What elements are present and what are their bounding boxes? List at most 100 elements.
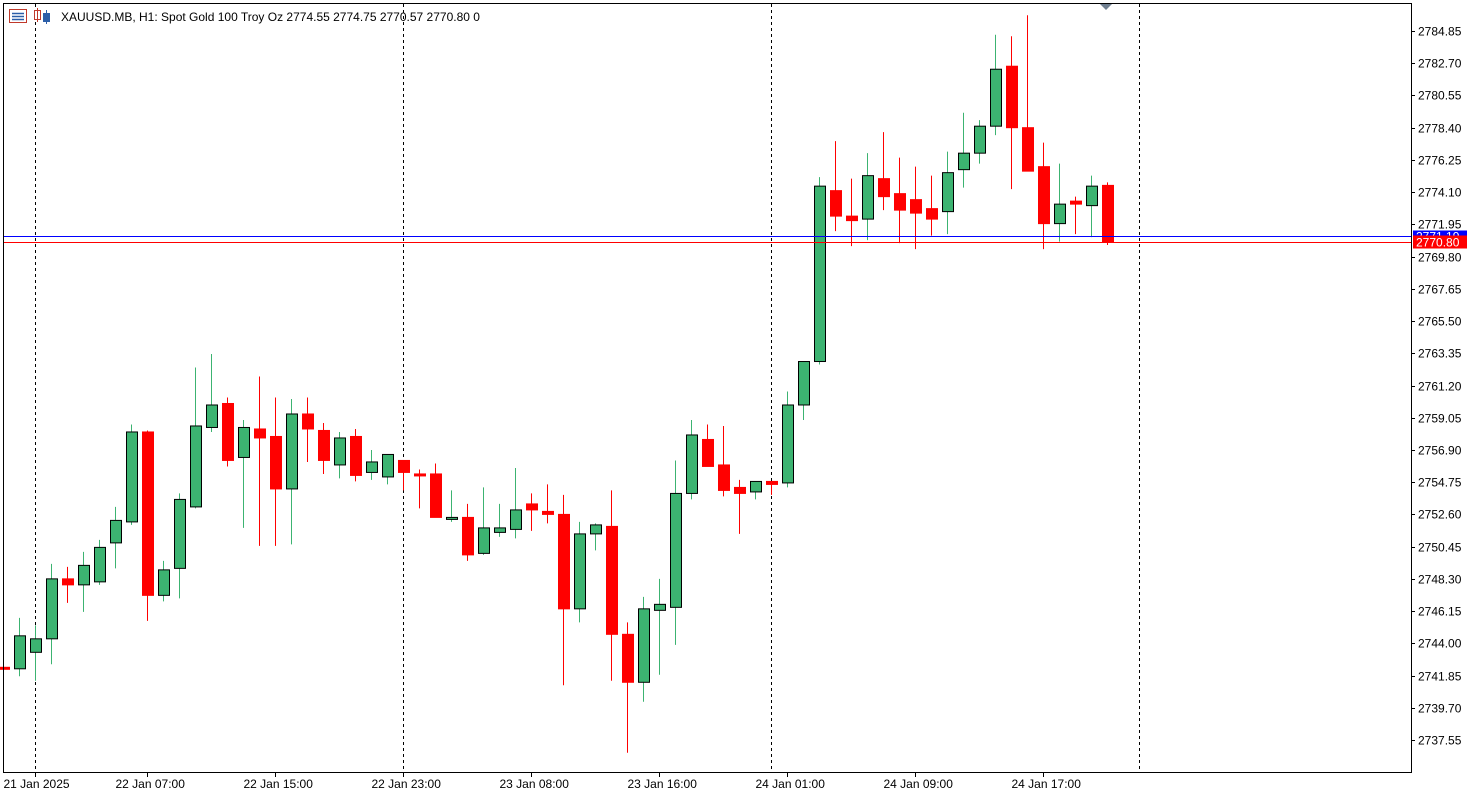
y-tick-label: 2774.10 xyxy=(1418,186,1462,200)
candle[interactable] xyxy=(894,157,906,244)
candle[interactable] xyxy=(254,376,266,546)
candle[interactable] xyxy=(62,566,74,603)
y-tick-label: 2763.35 xyxy=(1418,347,1462,361)
candle[interactable] xyxy=(414,469,426,509)
candle[interactable] xyxy=(446,490,458,522)
candle[interactable] xyxy=(878,132,890,211)
y-tick-label: 2739.70 xyxy=(1418,702,1462,716)
candle[interactable] xyxy=(622,622,634,753)
candle[interactable] xyxy=(1102,182,1114,246)
candle-body-bull xyxy=(206,404,218,428)
candle[interactable] xyxy=(286,398,298,545)
candle[interactable] xyxy=(334,431,346,479)
candle[interactable] xyxy=(718,425,730,497)
candle-body-bull xyxy=(478,527,490,554)
candle[interactable] xyxy=(558,494,570,686)
candle[interactable] xyxy=(350,428,362,482)
candle[interactable] xyxy=(142,430,154,621)
candle[interactable] xyxy=(1070,196,1082,235)
candle[interactable] xyxy=(574,521,586,623)
candle[interactable] xyxy=(78,551,90,612)
candle[interactable] xyxy=(110,506,122,569)
candle-body-bull xyxy=(382,453,394,478)
candle[interactable] xyxy=(670,460,682,645)
candle[interactable] xyxy=(478,487,490,555)
candle[interactable] xyxy=(94,539,106,585)
candle[interactable] xyxy=(158,560,170,602)
candle[interactable] xyxy=(590,523,602,551)
candle[interactable] xyxy=(974,120,986,164)
candle-body-bear xyxy=(414,473,426,477)
chart-type-icon[interactable] xyxy=(34,8,50,24)
y-tick-label: 2776.25 xyxy=(1418,154,1462,168)
candle[interactable] xyxy=(1022,15,1034,172)
candle[interactable] xyxy=(270,397,282,546)
candle[interactable] xyxy=(958,112,970,188)
candle[interactable] xyxy=(126,424,138,525)
candle[interactable] xyxy=(494,503,506,537)
candle[interactable] xyxy=(174,493,186,599)
candle[interactable] xyxy=(1086,175,1098,238)
candle[interactable] xyxy=(302,397,314,462)
candle[interactable] xyxy=(206,354,218,432)
candle[interactable] xyxy=(542,484,554,524)
candle[interactable] xyxy=(222,397,234,467)
candle[interactable] xyxy=(750,480,762,500)
candle[interactable] xyxy=(526,493,538,531)
candle[interactable] xyxy=(910,166,922,250)
candle[interactable] xyxy=(686,419,698,500)
candle[interactable] xyxy=(606,490,618,681)
candle-body-bull xyxy=(670,492,682,608)
candle[interactable] xyxy=(814,177,826,365)
candle[interactable] xyxy=(1054,163,1066,242)
y-tick-label: 2780.55 xyxy=(1418,89,1462,103)
candle[interactable] xyxy=(766,480,778,495)
candle[interactable] xyxy=(942,151,954,235)
candle[interactable] xyxy=(926,175,938,236)
candle[interactable] xyxy=(990,34,1002,136)
x-tick-label: 21 Jan 2025 xyxy=(4,777,70,791)
candle-body-bull xyxy=(174,498,186,569)
candle[interactable] xyxy=(654,578,666,675)
candle[interactable] xyxy=(462,503,474,561)
candle[interactable] xyxy=(1038,142,1050,250)
candle[interactable] xyxy=(398,459,410,491)
candle[interactable] xyxy=(782,391,794,488)
candle-body-bull xyxy=(654,603,666,611)
candle[interactable] xyxy=(190,367,202,509)
candle[interactable] xyxy=(30,625,42,681)
chart-window-icon[interactable] xyxy=(9,9,27,23)
candle[interactable] xyxy=(366,449,378,480)
y-tick-label: 2750.45 xyxy=(1418,541,1462,555)
candle-body-bear xyxy=(0,666,10,670)
candle-body-bull xyxy=(1054,203,1066,225)
candle-body-bull xyxy=(510,509,522,530)
candle[interactable] xyxy=(430,463,442,518)
candle[interactable] xyxy=(798,361,810,420)
candle[interactable] xyxy=(734,479,746,534)
candle[interactable] xyxy=(846,178,858,247)
x-tick-label: 23 Jan 16:00 xyxy=(628,777,698,791)
x-axis[interactable]: 21 Jan 2025 22 Jan 07:00 22 Jan 15:00 22 Ja… xyxy=(4,772,1082,791)
y-tick-label: 2784.85 xyxy=(1418,25,1462,39)
candle[interactable] xyxy=(46,563,58,665)
candle-body-bull xyxy=(798,361,810,406)
y-axis[interactable]: 2784.85 2782.70 2780.55 2778.40 2776.25 2774.… xyxy=(1411,25,1467,748)
candle[interactable] xyxy=(702,424,714,467)
candle[interactable] xyxy=(238,419,250,528)
candle[interactable] xyxy=(14,617,26,677)
candle[interactable] xyxy=(830,141,842,232)
candle-body-bull xyxy=(814,185,826,363)
candle-body-bear xyxy=(702,438,714,467)
candle[interactable] xyxy=(638,596,650,702)
candle[interactable] xyxy=(1006,36,1018,190)
period-marker-icon[interactable] xyxy=(1100,4,1112,10)
candle[interactable] xyxy=(510,467,522,539)
candle[interactable] xyxy=(318,422,330,474)
candle-body-bull xyxy=(942,172,954,213)
candle[interactable] xyxy=(862,153,874,241)
candle[interactable] xyxy=(382,453,394,485)
candles-layer[interactable] xyxy=(0,15,1114,753)
